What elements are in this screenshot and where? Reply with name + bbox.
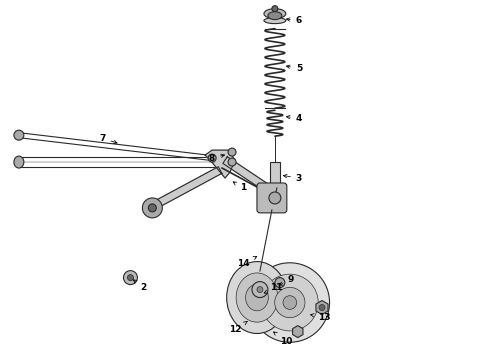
Circle shape: [127, 275, 133, 280]
Text: 13: 13: [311, 313, 330, 322]
Text: 9: 9: [279, 275, 294, 285]
Text: 3: 3: [283, 174, 302, 183]
Text: 1: 1: [233, 182, 246, 193]
Ellipse shape: [14, 156, 24, 168]
Circle shape: [123, 271, 137, 285]
Circle shape: [228, 158, 236, 166]
Circle shape: [262, 274, 318, 331]
Text: 10: 10: [273, 332, 292, 346]
Text: 7: 7: [99, 134, 117, 144]
Polygon shape: [223, 157, 272, 193]
Circle shape: [148, 204, 156, 212]
Circle shape: [319, 305, 325, 310]
Polygon shape: [205, 150, 235, 178]
Ellipse shape: [236, 273, 278, 322]
Bar: [270, 162, 280, 192]
Circle shape: [252, 282, 268, 298]
Circle shape: [208, 154, 216, 162]
Text: 2: 2: [133, 280, 147, 292]
Ellipse shape: [227, 262, 287, 333]
Circle shape: [275, 287, 305, 318]
Ellipse shape: [272, 6, 278, 12]
Text: 8: 8: [209, 154, 224, 163]
Circle shape: [283, 296, 296, 309]
Circle shape: [250, 263, 330, 342]
Ellipse shape: [268, 12, 282, 20]
Circle shape: [228, 148, 236, 156]
Ellipse shape: [245, 284, 269, 311]
Ellipse shape: [264, 18, 286, 24]
Circle shape: [269, 192, 281, 204]
Text: 12: 12: [229, 321, 247, 334]
Text: 6: 6: [287, 16, 302, 25]
Polygon shape: [153, 167, 222, 208]
Ellipse shape: [264, 9, 286, 19]
Circle shape: [257, 287, 263, 293]
FancyBboxPatch shape: [257, 183, 287, 213]
Text: 11: 11: [264, 283, 282, 293]
Circle shape: [143, 198, 162, 218]
Circle shape: [275, 278, 285, 288]
Text: 14: 14: [237, 256, 257, 268]
Circle shape: [14, 130, 24, 140]
Text: 4: 4: [287, 114, 302, 123]
Text: 5: 5: [287, 64, 302, 73]
